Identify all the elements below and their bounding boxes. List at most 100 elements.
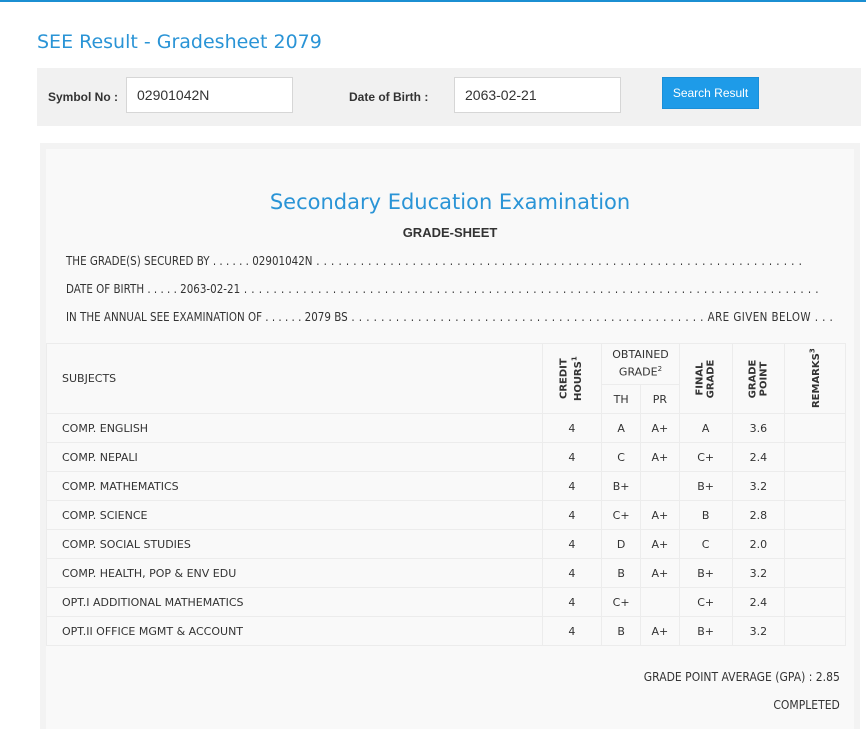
subject-cell: COMP. MATHEMATICS [46, 471, 543, 501]
final-grade-cell: A [678, 413, 733, 443]
pr-grade-cell [640, 587, 680, 617]
subject-cell: OPT.I ADDITIONAL MATHEMATICS [46, 587, 543, 617]
info-line-name-suffix: . . . . . . . . . . . . . . . . . . . . … [312, 254, 803, 268]
credit-cell: 4 [541, 471, 603, 501]
page-title: SEE Result - Gradesheet 2079 [37, 31, 322, 53]
col-header-gp-l2: POINT [758, 361, 770, 396]
credit-cell: 4 [541, 413, 603, 443]
th-grade-cell: B [601, 558, 641, 588]
subject-cell: OPT.II OFFICE MGMT & ACCOUNT [46, 616, 543, 646]
final-grade-cell: B+ [678, 558, 733, 588]
col-header-gp-l1: GRADE [747, 359, 759, 398]
info-line-exam-suffix: . . . . . . . . . . . . . . . . . . . . … [347, 310, 834, 324]
dob-label: Date of Birth : [349, 90, 429, 104]
final-grade-cell: B+ [678, 616, 733, 646]
remarks-cell [784, 616, 846, 646]
pr-grade-cell: A+ [640, 529, 680, 559]
final-grade-cell: B [678, 500, 733, 530]
table-row: OPT.I ADDITIONAL MATHEMATICS 4 C+ C+ 2.4 [46, 587, 846, 617]
final-grade-cell: C+ [678, 587, 733, 617]
credit-cell: 4 [541, 587, 603, 617]
subject-cell: COMP. SOCIAL STUDIES [46, 529, 543, 559]
grades-table: SUBJECTS CREDIT HOURS1 OBTAINED GRADE2 FIN… [46, 343, 846, 646]
pr-grade-cell [640, 471, 680, 501]
th-grade-cell: B+ [601, 471, 641, 501]
subject-cell: COMP. SCIENCE [46, 500, 543, 530]
grade-point-cell: 3.2 [731, 558, 786, 588]
obtained-footnote-marker: 2 [657, 365, 663, 374]
remarks-cell [784, 529, 846, 559]
table-row: COMP. HEALTH, POP & ENV EDU 4 B A+ B+ 3.… [46, 558, 846, 588]
info-line-dob-value: 2063-02-21 [180, 282, 241, 296]
remarks-cell [784, 442, 846, 472]
subject-cell: COMP. ENGLISH [46, 413, 543, 443]
remarks-footnote-marker: 3 [808, 348, 817, 354]
pr-grade-cell: A+ [640, 500, 680, 530]
col-header-obtained-l1: OBTAINED [612, 348, 669, 362]
col-header-credit-l2: HOURS [573, 360, 585, 401]
symbol-no-input[interactable]: 02901042N [126, 77, 293, 113]
col-header-th: TH [601, 384, 641, 414]
info-line-exam-prefix: IN THE ANNUAL SEE EXAMINATION OF . . . .… [66, 310, 305, 324]
dob-input[interactable]: 2063-02-21 [454, 77, 621, 113]
gradesheet-heading: GRADE-SHEET [402, 225, 498, 240]
remarks-cell [784, 413, 846, 443]
table-row: OPT.II OFFICE MGMT & ACCOUNT 4 B A+ B+ 3… [46, 616, 846, 646]
top-accent-rule [0, 0, 866, 2]
table-row: COMP. SOCIAL STUDIES 4 D A+ C 2.0 [46, 529, 846, 559]
col-header-grade-point: GRADE POINT [731, 343, 786, 414]
credit-cell: 4 [541, 529, 603, 559]
grade-point-cell: 3.6 [731, 413, 786, 443]
grade-point-cell: 3.2 [731, 471, 786, 501]
col-header-pr: PR [640, 384, 680, 414]
grade-point-cell: 2.8 [731, 500, 786, 530]
exam-title: Secondary Education Examination [269, 190, 631, 214]
table-row: COMP. NEPALI 4 C A+ C+ 2.4 [46, 442, 846, 472]
th-grade-cell: C [601, 442, 641, 472]
pr-grade-cell: A+ [640, 413, 680, 443]
remarks-cell [784, 471, 846, 501]
col-header-final-l1: FINAL [694, 361, 706, 396]
col-header-credit-hours: CREDIT HOURS1 [541, 343, 603, 414]
info-line-exam: IN THE ANNUAL SEE EXAMINATION OF . . . .… [66, 310, 833, 324]
th-grade-cell: C+ [601, 500, 641, 530]
th-grade-cell: D [601, 529, 641, 559]
info-line-exam-value: 2079 BS [304, 310, 348, 324]
col-header-final-l2: GRADE [705, 359, 717, 398]
th-grade-cell: A [601, 413, 641, 443]
credit-cell: 4 [541, 558, 603, 588]
col-header-remarks: REMARKS3 [784, 343, 846, 414]
remarks-cell [784, 558, 846, 588]
search-result-button[interactable]: Search Result [662, 77, 759, 109]
pr-grade-cell: A+ [640, 558, 680, 588]
col-header-obtained-grade: OBTAINED GRADE2 [601, 343, 680, 385]
info-line-name: THE GRADE(S) SECURED BY . . . . . . 0290… [66, 254, 802, 268]
credit-cell: 4 [541, 616, 603, 646]
search-form: Symbol No : 02901042N Date of Birth : 20… [37, 68, 861, 126]
th-grade-cell: C+ [601, 587, 641, 617]
th-grade-cell: B [601, 616, 641, 646]
subject-cell: COMP. NEPALI [46, 442, 543, 472]
table-row: COMP. MATHEMATICS 4 B+ B+ 3.2 [46, 471, 846, 501]
result-status: COMPLETED [773, 698, 840, 712]
gradesheet-panel: Secondary Education Examination GRADE-SH… [40, 143, 860, 729]
table-row: COMP. ENGLISH 4 A A+ A 3.6 [46, 413, 846, 443]
credit-cell: 4 [541, 500, 603, 530]
grade-point-cell: 3.2 [731, 616, 786, 646]
table-row: COMP. SCIENCE 4 C+ A+ B 2.8 [46, 500, 846, 530]
info-line-name-prefix: THE GRADE(S) SECURED BY . . . . . . [66, 254, 253, 268]
col-header-remarks-label: REMARKS [811, 353, 823, 409]
subject-cell: COMP. HEALTH, POP & ENV EDU [46, 558, 543, 588]
gradesheet-body: Secondary Education Examination GRADE-SH… [46, 149, 854, 729]
final-grade-cell: B+ [678, 471, 733, 501]
info-line-name-value: 02901042N [252, 254, 313, 268]
final-grade-cell: C+ [678, 442, 733, 472]
col-header-obtained-l2: GRADE [618, 365, 658, 379]
credit-footnote-marker: 1 [571, 356, 580, 361]
col-header-subjects: SUBJECTS [46, 343, 543, 414]
info-line-dob-prefix: DATE OF BIRTH . . . . . [66, 282, 181, 296]
col-header-final-grade: FINAL GRADE [678, 343, 733, 414]
credit-cell: 4 [541, 442, 603, 472]
gpa-summary: GRADE POINT AVERAGE (GPA) : 2.85 [643, 670, 840, 684]
final-grade-cell: C [678, 529, 733, 559]
